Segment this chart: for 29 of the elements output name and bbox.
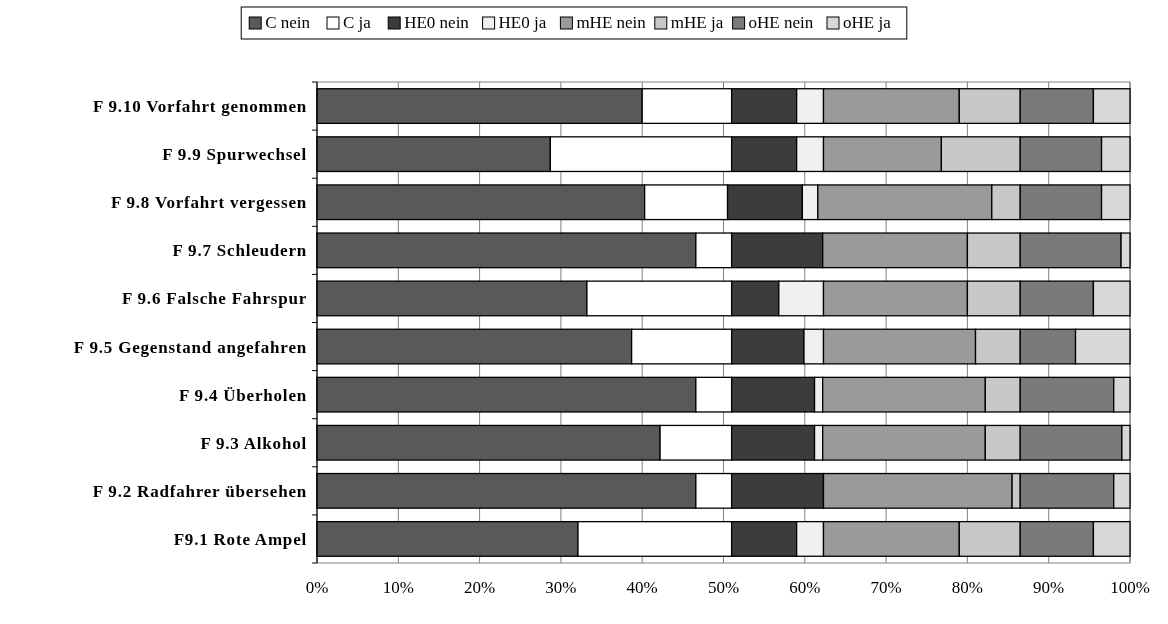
x-tick-label: 100%: [1110, 578, 1150, 597]
legend-label: oHE ja: [843, 13, 892, 32]
legend-label: mHE nein: [576, 13, 647, 32]
legend-label: C nein: [265, 13, 311, 32]
y-tick-label: F 9.2 Radfahrer übersehen: [92, 481, 307, 501]
x-tick-label: 0%: [305, 578, 329, 597]
y-tick-label: F 9.5 Gegenstand angefahren: [73, 337, 307, 357]
y-tick-label: F 9.3 Alkohol: [200, 433, 307, 453]
x-tick-label: 60%: [789, 578, 821, 597]
y-tick-label: F 9.4 Überholen: [178, 385, 307, 405]
y-tick-label: F 9.7 Schleudern: [172, 241, 307, 261]
legend-label: HE0 ja: [498, 13, 547, 32]
y-tick-label: F9.1 Rote Ampel: [173, 529, 307, 549]
y-tick-label: F 9.6 Falsche Fahrspur: [121, 289, 307, 309]
y-tick-label: F 9.10 Vorfahrt genommen: [92, 97, 307, 116]
y-tick-label: F 9.9 Spurwechsel: [162, 145, 307, 165]
x-tick-label: 40%: [626, 578, 658, 597]
x-tick-label: 90%: [1033, 578, 1065, 597]
legend-label: C ja: [343, 13, 372, 32]
x-tick-label: 70%: [870, 578, 902, 597]
x-tick-label: 20%: [464, 578, 496, 597]
legend-label: mHE ja: [670, 13, 724, 32]
x-tick-label: 30%: [545, 578, 577, 597]
x-tick-label: 50%: [707, 578, 740, 597]
x-tick-label: 80%: [951, 578, 983, 597]
legend-label: oHE nein: [748, 13, 814, 32]
y-tick-label: F 9.8 Vorfahrt vergessen: [110, 193, 307, 213]
legend-label: HE0 nein: [404, 13, 470, 32]
x-tick-label: 10%: [382, 578, 414, 597]
